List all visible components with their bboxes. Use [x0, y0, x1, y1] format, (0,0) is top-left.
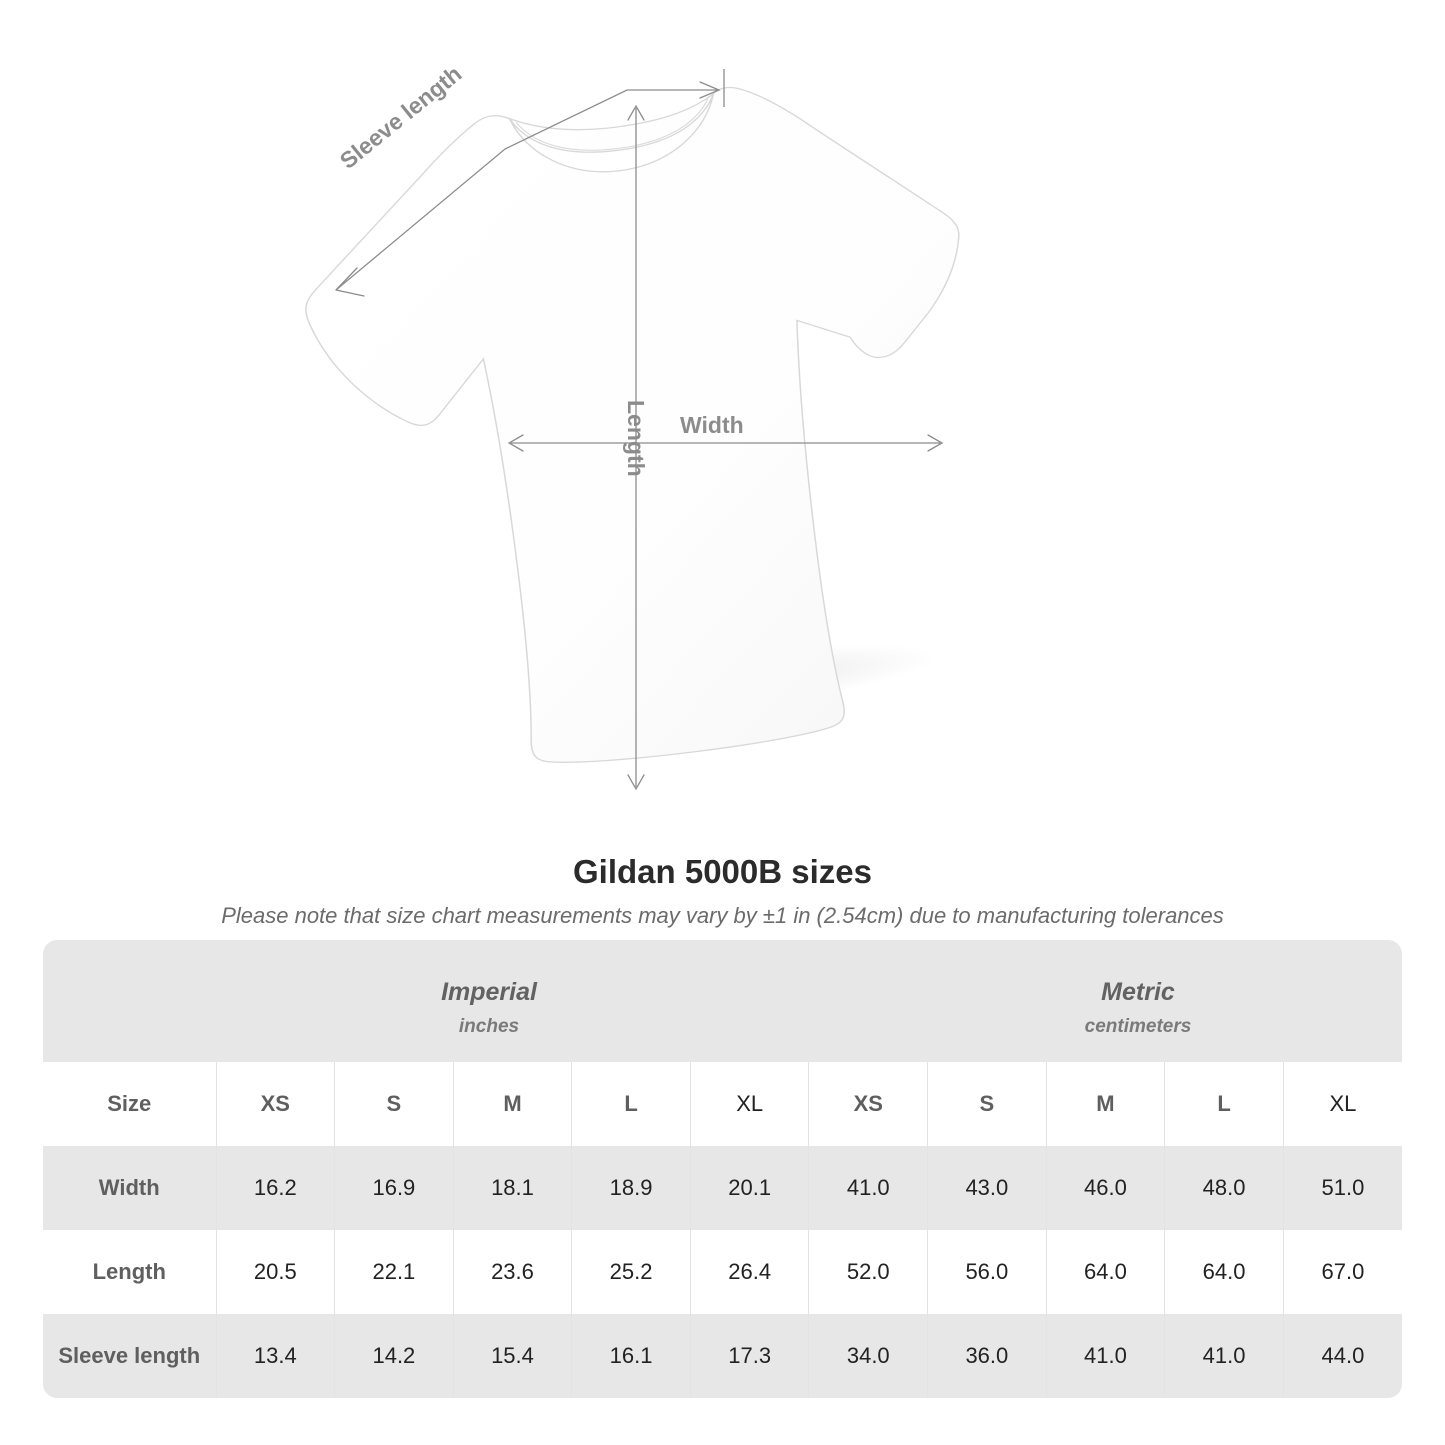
svg-text:Sleeve length: Sleeve length: [335, 60, 467, 174]
